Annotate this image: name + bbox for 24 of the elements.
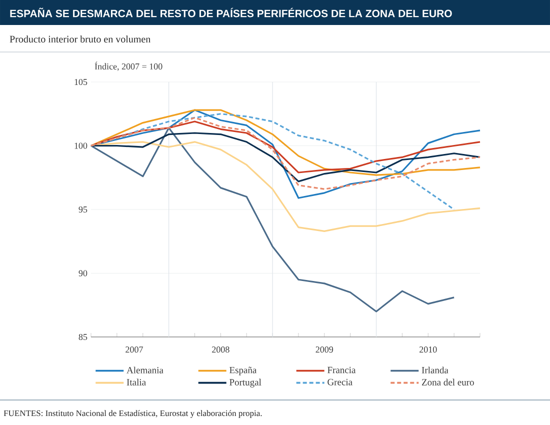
legend-label: Zona del euro — [422, 378, 474, 386]
y-tick-label: 105 — [74, 78, 88, 86]
y-axis-title: Índice, 2007 = 100 — [94, 62, 162, 71]
line-series — [90, 116, 481, 190]
legend-label: Italia — [126, 378, 146, 386]
legend-label: Portugal — [230, 378, 262, 388]
x-tick-label: 2009 — [316, 346, 334, 353]
legend-label: Grecia — [328, 378, 352, 386]
chart-title: ESPAÑA SE DESMARCA DEL RESTO DE PAÍSES PERIFÉRICOS DE LA ZONA DEL EURO — [10, 8, 452, 18]
y-tick-label: 90 — [78, 270, 88, 276]
chart-subtitle: Producto interior bruto en volumen — [10, 35, 150, 43]
x-tick-label: 2007 — [126, 346, 143, 353]
x-tick-label: 2008 — [212, 346, 230, 353]
y-tick-label: 95 — [78, 206, 88, 213]
x-tick-label: 2010 — [420, 346, 437, 353]
legend-label: España — [230, 366, 257, 376]
y-tick-label: 100 — [74, 142, 88, 149]
y-tick-label: 85 — [78, 334, 88, 340]
legend-label: Alemania — [126, 366, 164, 374]
legend-label: Francia — [328, 366, 356, 374]
line-series — [90, 132, 481, 182]
source-note: FUENTES: Instituto Nacional de Estadística, Eurostat y elaboración propia. — [4, 410, 262, 418]
line-series — [90, 127, 455, 312]
legend-label: Irlanda — [422, 366, 448, 374]
